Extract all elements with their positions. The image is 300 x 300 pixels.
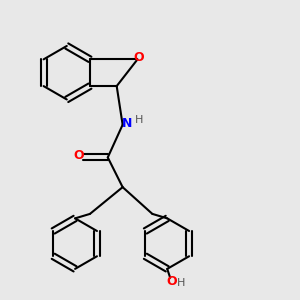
Text: H: H <box>176 278 185 288</box>
Text: O: O <box>74 149 84 162</box>
Text: N: N <box>122 117 132 130</box>
Text: H: H <box>135 115 143 125</box>
Text: O: O <box>134 51 144 64</box>
Text: O: O <box>167 275 177 288</box>
